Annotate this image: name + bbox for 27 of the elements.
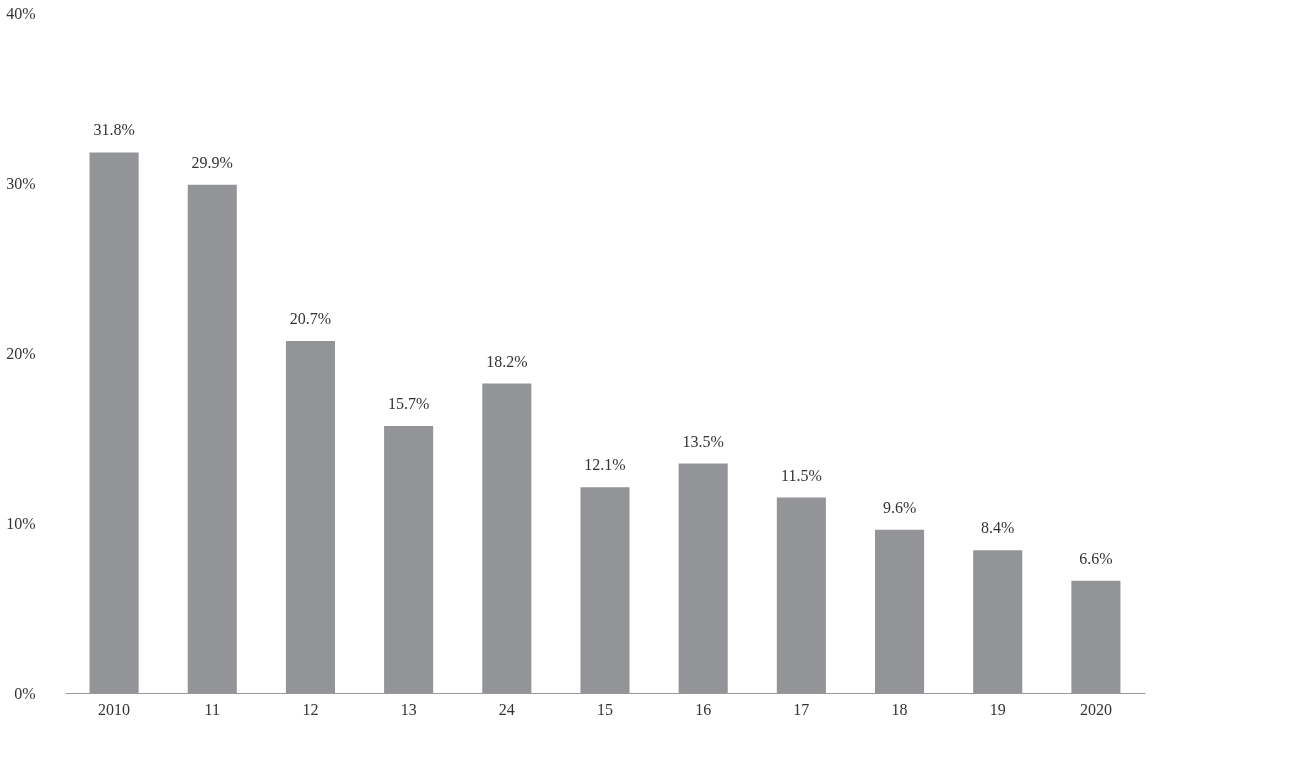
x-tick-label: 17	[793, 700, 810, 718]
data-label: 31.8%	[93, 121, 135, 139]
x-tick-label: 24	[498, 700, 515, 718]
y-tick-label: 40%	[6, 4, 36, 22]
x-tick-label: 13	[400, 700, 417, 718]
data-label: 29.9%	[191, 153, 233, 171]
x-tick-label: 2020	[1079, 700, 1112, 718]
x-tick-label: 11	[204, 700, 220, 718]
x-tick-label: 16	[695, 700, 712, 718]
data-label: 13.5%	[682, 432, 724, 450]
data-label: 6.6%	[1079, 549, 1113, 567]
x-tick-label: 19	[989, 700, 1006, 718]
data-label: 15.7%	[387, 395, 430, 413]
data-label: 9.6%	[882, 498, 917, 516]
data-label: 8.4%	[981, 519, 1015, 537]
data-label: 11.5%	[781, 466, 822, 484]
y-tick-label: 0%	[14, 684, 36, 702]
y-tick-label: 20%	[6, 344, 36, 362]
x-tick-label: 18	[891, 700, 908, 718]
x-tick-label: 15	[597, 700, 613, 718]
y-tick-label: 30%	[6, 174, 36, 192]
data-label: 18.2%	[486, 352, 528, 370]
data-label: 12.1%	[584, 456, 626, 474]
x-tick-label: 2010	[98, 700, 131, 718]
y-tick-label: 10%	[6, 514, 36, 532]
data-label: 20.7%	[289, 310, 332, 328]
x-tick-label: 12	[302, 700, 319, 718]
